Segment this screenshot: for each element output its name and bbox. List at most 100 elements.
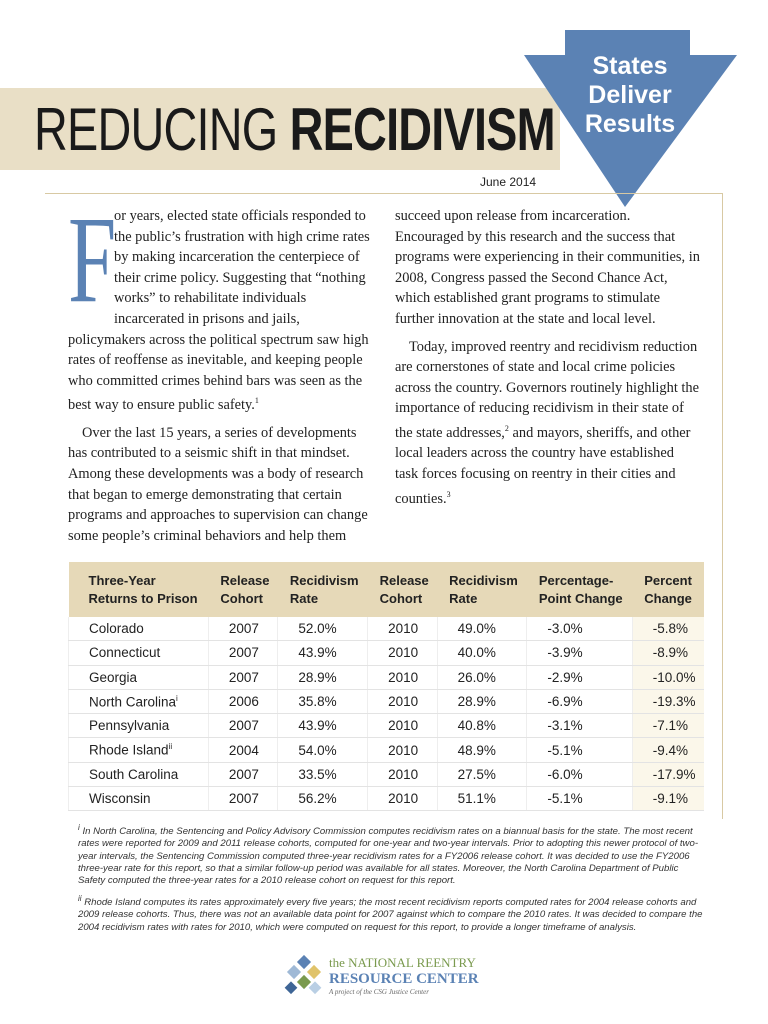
paragraph: Over the last 15 years, a series of deve… bbox=[68, 206, 700, 552]
table-row: Georgia 2007 28.9% 2010 26.0% -2.9% -10.0% bbox=[68, 665, 704, 690]
state: Pennsylvania bbox=[89, 718, 170, 734]
text-run: Over the last 15 years, a series of deve… bbox=[68, 208, 700, 544]
column-header: Three-Year Returns to Prison bbox=[68, 562, 209, 617]
text-run: or years, elected state officials respon… bbox=[68, 208, 370, 414]
table-row: North Carolinai 2006 35.8% 2010 28.9% -6.9% -1… bbox=[68, 689, 704, 715]
state-cell: North Carolinai bbox=[68, 689, 209, 715]
header-line: Rate bbox=[449, 591, 478, 606]
table-cell: -6.9% bbox=[526, 689, 633, 715]
table-cell: -7.1% bbox=[631, 713, 704, 739]
table-cell: 51.1% bbox=[436, 786, 527, 812]
footnote-ref: 3 bbox=[446, 489, 451, 499]
table-cell: 2010 bbox=[367, 762, 438, 788]
table-cell: 2007 bbox=[207, 665, 278, 690]
logo-line: RESOURCE CENTER bbox=[329, 971, 479, 987]
footnote-mark: ii bbox=[78, 894, 82, 903]
header-line: Release bbox=[220, 573, 270, 588]
header-line: Percentage- bbox=[538, 573, 614, 588]
column-header: Recidivism Rate bbox=[437, 562, 527, 617]
table-cell: 40.0% bbox=[436, 640, 527, 666]
header-line: Percent bbox=[644, 573, 692, 588]
header-line: Change bbox=[644, 591, 692, 606]
header-line: Cohort bbox=[379, 591, 423, 606]
table-cell: 2007 bbox=[207, 617, 278, 642]
footnote-ref: 2 bbox=[504, 423, 509, 433]
table-cell: 2010 bbox=[367, 737, 438, 763]
table-cell: 56.2% bbox=[277, 786, 368, 812]
table-cell: 2007 bbox=[207, 762, 278, 788]
table-cell: 2010 bbox=[367, 617, 438, 642]
state: Georgia bbox=[89, 669, 138, 685]
state: North Carolina bbox=[89, 694, 177, 710]
table-row: South Carolina 2007 33.5% 2010 27.5% -6.0% -17… bbox=[68, 762, 704, 788]
column-header: Percent Change bbox=[632, 562, 704, 617]
footnote-ref: 1 bbox=[254, 396, 259, 406]
table-cell: 2007 bbox=[207, 713, 278, 739]
table-cell: 2010 bbox=[367, 689, 438, 715]
header-line: Returns to Prison bbox=[88, 591, 198, 606]
table-cell: -3.0% bbox=[526, 617, 633, 642]
table-cell: -3.9% bbox=[526, 640, 633, 666]
table-cell: -5.1% bbox=[526, 786, 633, 812]
table-cell: 2010 bbox=[367, 786, 438, 812]
table-cell: 52.0% bbox=[277, 617, 368, 642]
table-cell: 28.9% bbox=[436, 689, 527, 715]
text-run: and mayors, sheriffs, and other local le… bbox=[395, 424, 691, 507]
logo-icon bbox=[284, 955, 322, 995]
table-cell: 43.9% bbox=[277, 640, 368, 666]
table-cell: 2010 bbox=[367, 640, 438, 666]
table-cell: -5.8% bbox=[631, 617, 704, 642]
table-row: Rhode Islandii 2004 54.0% 2010 48.9% -5.1% -9.… bbox=[68, 737, 704, 763]
table-cell: 28.9% bbox=[277, 665, 368, 690]
table-cell: -9.1% bbox=[631, 786, 704, 812]
note-mark: i bbox=[176, 693, 178, 703]
header-line: Cohort bbox=[220, 591, 263, 606]
table-row: Colorado 2007 52.0% 2010 49.0% -3.0% -5.8% bbox=[68, 617, 704, 642]
table-row: Connecticut 2007 43.9% 2010 40.0% -3.9% -8.9% bbox=[68, 640, 704, 666]
badge-line: Deliver bbox=[588, 81, 672, 109]
title: REDUCING RECIDIVISM bbox=[34, 95, 556, 164]
state: Connecticut bbox=[89, 645, 161, 661]
table-cell: 48.9% bbox=[436, 737, 527, 763]
state-cell: Colorado bbox=[68, 617, 209, 642]
header-line: Rate bbox=[289, 591, 319, 606]
table-cell: -6.0% bbox=[526, 762, 633, 788]
state-cell: Connecticut bbox=[68, 640, 209, 666]
badge-arrow bbox=[524, 30, 737, 207]
table-cell: 2006 bbox=[207, 689, 278, 715]
state-cell: Rhode Islandii bbox=[68, 737, 209, 763]
state-cell: Wisconsin bbox=[68, 786, 209, 812]
logo-line: the NATIONAL REENTRY bbox=[329, 955, 476, 970]
state-cell: South Carolina bbox=[68, 762, 209, 788]
table-cell: -9.4% bbox=[631, 737, 704, 763]
title-bold: RECIDIVISM bbox=[289, 96, 556, 163]
table-cell: 43.9% bbox=[277, 713, 368, 739]
title-light: REDUCING bbox=[34, 96, 278, 163]
table-row: Wisconsin 2007 56.2% 2010 51.1% -5.1% -9.1% bbox=[68, 786, 704, 812]
state: Rhode Island bbox=[89, 742, 169, 758]
table-cell: 40.8% bbox=[436, 713, 527, 739]
table-cell: 33.5% bbox=[277, 762, 368, 788]
content-frame bbox=[45, 193, 723, 819]
footnote: ii Rhode Island computes its rates appro… bbox=[78, 893, 708, 934]
badge-line: States bbox=[592, 52, 668, 80]
table-cell: -17.9% bbox=[631, 762, 704, 788]
column-header: Release Cohort bbox=[367, 562, 438, 617]
column-header: Percentage- Point Change bbox=[526, 562, 633, 617]
state: Wisconsin bbox=[89, 791, 151, 807]
footnote-mark: i bbox=[78, 823, 80, 832]
table-cell: 2010 bbox=[367, 713, 438, 739]
table-cell: 2007 bbox=[207, 786, 278, 812]
state-cell: Georgia bbox=[68, 665, 209, 690]
drop-cap: F bbox=[68, 206, 117, 328]
header-line: Release bbox=[379, 573, 429, 588]
date: June 2014 bbox=[480, 175, 537, 189]
state: Colorado bbox=[89, 621, 144, 637]
table-cell: 2010 bbox=[367, 665, 438, 690]
table-cell: 35.8% bbox=[277, 689, 368, 715]
recidivism-table: Three-Year Returns to Prison Release Cohort… bbox=[68, 562, 704, 812]
header-line: Three-Year bbox=[88, 573, 156, 588]
